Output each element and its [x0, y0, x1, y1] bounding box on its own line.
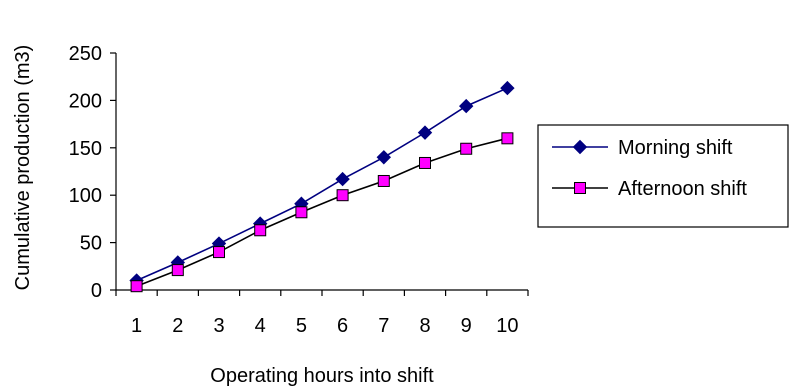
data-point — [254, 224, 267, 237]
x-tick-label: 10 — [496, 315, 518, 337]
data-point — [130, 280, 143, 293]
x-tick-label: 8 — [419, 315, 430, 337]
data-point — [500, 80, 515, 96]
y-tick-label: 250 — [69, 43, 102, 65]
legend: Morning shift Afternoon shift — [537, 124, 789, 228]
series-line — [136, 87, 508, 282]
data-point — [295, 206, 308, 219]
data-point — [460, 142, 473, 155]
data-point — [501, 132, 514, 145]
data-point — [213, 246, 225, 259]
legend-label: Morning shift — [618, 137, 733, 159]
data-point — [376, 150, 392, 165]
series-morning-shift — [129, 80, 515, 288]
series-line — [136, 137, 508, 287]
plot-area — [115, 53, 528, 291]
data-point — [335, 171, 350, 187]
x-tick-label: 7 — [378, 315, 389, 337]
x-tick-label: 4 — [255, 315, 266, 337]
x-tick-label: 1 — [131, 315, 142, 337]
legend-label: Afternoon shift — [618, 178, 747, 200]
x-axis-title: Operating hours into shift — [210, 365, 434, 387]
y-tick-label: 150 — [69, 138, 102, 160]
x-axis: 1 2 3 4 5 6 7 8 9 10 — [115, 290, 529, 337]
data-point — [336, 189, 349, 202]
legend-marker — [572, 139, 588, 155]
y-axis-title: Cumulative production (m3) — [12, 45, 34, 291]
x-tick-label: 5 — [296, 315, 307, 337]
y-tick-label: 100 — [69, 185, 102, 207]
series-layer — [129, 80, 515, 293]
legend-marker — [574, 182, 586, 194]
series-afternoon-shift — [130, 132, 514, 293]
legend-item: Morning shift — [552, 137, 733, 159]
x-tick-label: 9 — [461, 315, 472, 337]
y-axis: 0 50 100 150 200 250 — [69, 43, 116, 302]
y-tick-label: 200 — [69, 90, 102, 112]
legend-item: Afternoon shift — [552, 178, 747, 200]
x-tick-label: 6 — [337, 315, 348, 337]
data-point — [458, 98, 474, 114]
x-tick-label: 3 — [213, 315, 224, 337]
data-point — [171, 264, 184, 277]
y-tick-label: 50 — [80, 233, 102, 255]
data-point — [419, 156, 431, 169]
y-tick-label: 0 — [91, 280, 102, 302]
x-tick-label: 2 — [172, 315, 183, 337]
data-point — [417, 125, 433, 140]
data-point — [377, 174, 390, 187]
